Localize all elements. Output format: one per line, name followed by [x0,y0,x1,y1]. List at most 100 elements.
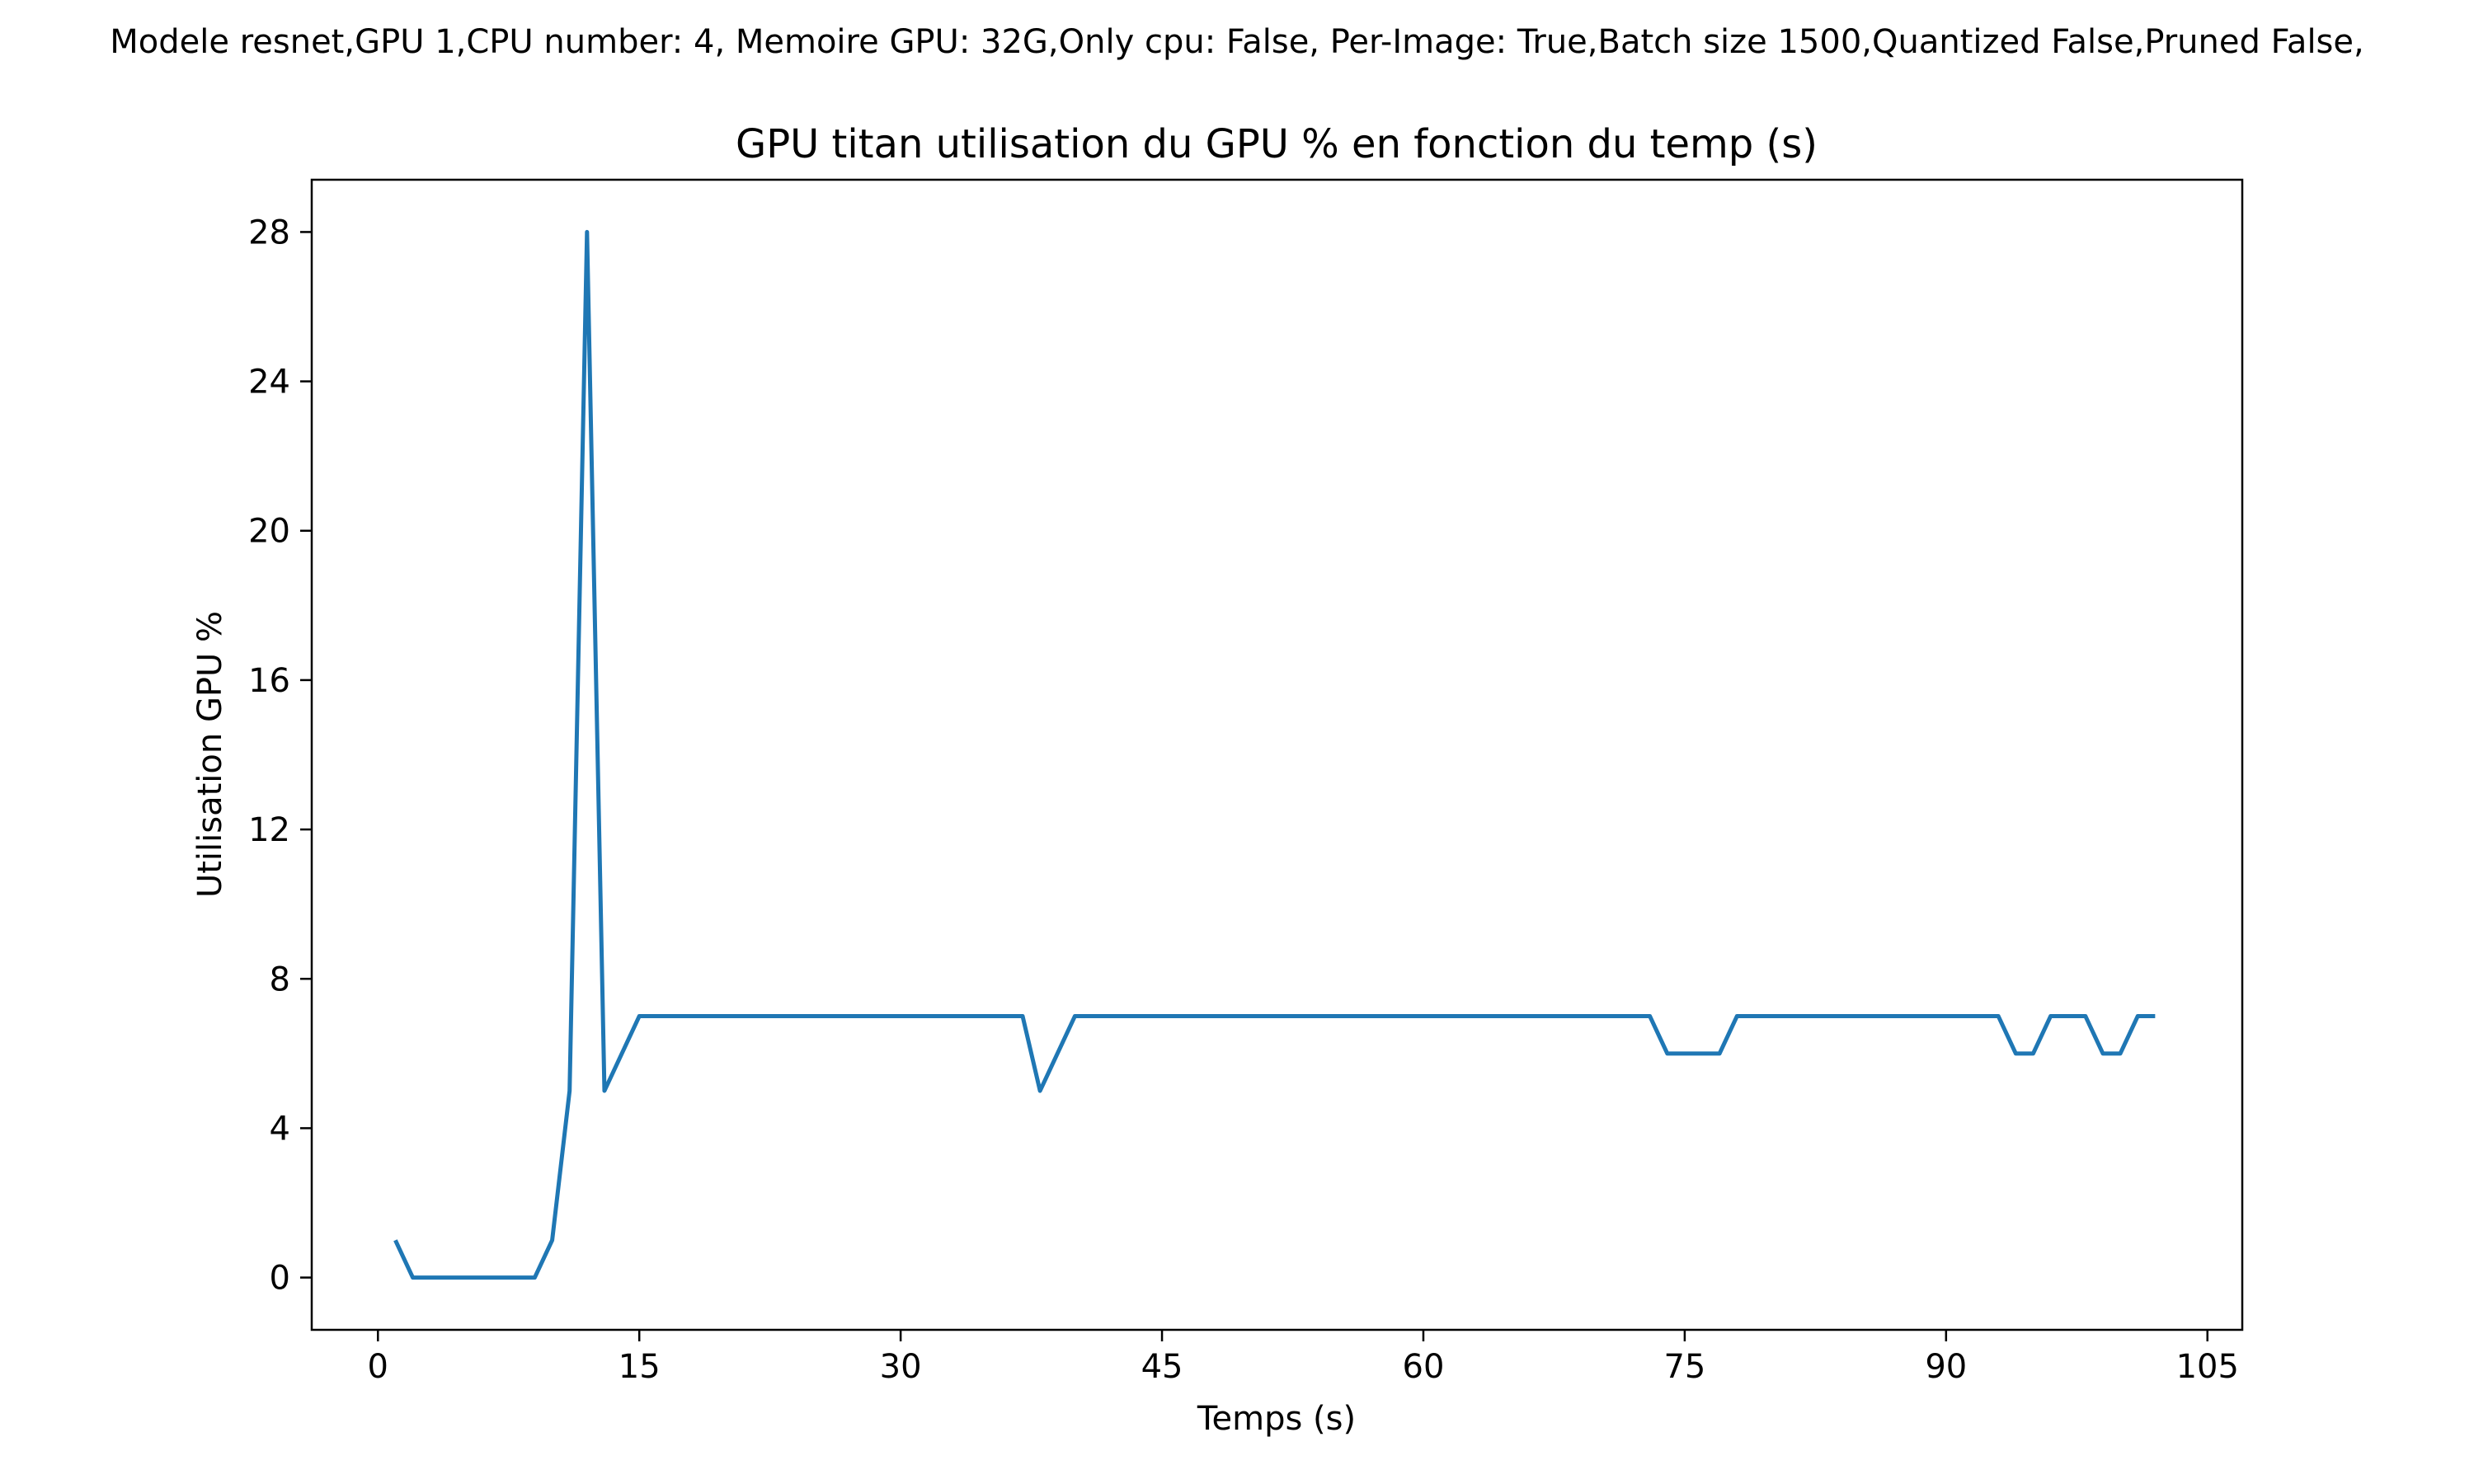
y-tick-label: 12 [248,811,290,849]
data-point [1334,1014,1338,1018]
data-point [916,1014,920,1018]
data-point [1247,1014,1251,1018]
data-point [1456,1014,1460,1018]
data-point [1822,1014,1826,1018]
data-point [445,1275,449,1280]
data-point [428,1275,432,1280]
data-point [689,1014,694,1018]
series-layer [393,229,2156,1280]
data-point [1613,1014,1617,1018]
data-point [637,1014,642,1018]
data-point [1404,1014,1408,1018]
data-point [1979,1014,1983,1018]
data-point [463,1275,467,1280]
x-axis: 0 15 30 45 60 75 90 105 [368,1330,2239,1386]
data-point [1160,1014,1164,1018]
series-line [393,229,2156,1280]
data-point [1073,1014,1077,1018]
data-point [515,1275,520,1280]
data-point [1125,1014,1129,1018]
data-point [1195,1014,1199,1018]
data-point [1596,1014,1600,1018]
data-point [1804,1014,1808,1018]
data-point [1142,1014,1146,1018]
data-point [1526,1014,1530,1018]
data-point [1491,1014,1495,1018]
x-axis-label: Temps (s) [1197,1400,1356,1438]
data-point [1665,1051,1669,1055]
data-point [1892,1014,1896,1018]
data-point [1874,1014,1879,1018]
x-tick-label: 15 [618,1348,661,1386]
data-point [602,1089,606,1093]
data-point [393,1238,397,1242]
x-tick-label: 0 [368,1348,388,1386]
data-point [1770,1014,1774,1018]
data-point [882,1014,886,1018]
data-point [829,1014,833,1018]
data-point [1056,1051,1060,1055]
data-point [1578,1014,1583,1018]
data-point [1474,1014,1478,1018]
data-point [1508,1014,1512,1018]
y-tick-label: 4 [270,1110,290,1148]
data-point [1021,1014,1025,1018]
data-point [741,1014,745,1018]
data-point [1700,1051,1705,1055]
data-point [760,1014,764,1018]
y-tick-label: 8 [270,960,290,998]
data-point [585,230,589,234]
x-tick-label: 105 [2176,1348,2239,1386]
data-point [1264,1014,1268,1018]
y-axis-label: Utilisation GPU % [191,611,229,898]
data-point [1090,1014,1094,1018]
data-point [1926,1014,1931,1018]
data-point [1909,1014,1913,1018]
data-point [1997,1014,2001,1018]
data-point [2100,1051,2105,1055]
data-point [2119,1051,2123,1055]
figure-suptitle: Modele resnet,GPU 1,CPU number: 4, Memoi… [110,23,2364,61]
y-tick-label: 0 [270,1260,290,1298]
data-point [2031,1051,2035,1055]
data-point [1178,1014,1182,1018]
data-point [655,1014,659,1018]
x-tick-label: 30 [880,1348,922,1386]
data-point [1787,1014,1791,1018]
chart-title: GPU titan utilisation du GPU % en foncti… [736,121,1818,167]
data-point [794,1014,798,1018]
data-point [1282,1014,1286,1018]
data-point [672,1014,676,1018]
data-point [1038,1089,1042,1093]
data-point [1630,1014,1634,1018]
x-tick-label: 45 [1141,1348,1183,1386]
data-point [1735,1014,1739,1018]
data-point [863,1014,868,1018]
data-point [498,1275,502,1280]
data-point [1857,1014,1861,1018]
data-point [985,1014,990,1018]
data-point [1003,1014,1007,1018]
data-point [724,1014,728,1018]
data-point [951,1014,955,1018]
data-point [1300,1014,1304,1018]
data-point [1439,1014,1443,1018]
data-point [567,1089,571,1093]
data-point [1421,1014,1425,1018]
data-point [1944,1014,1948,1018]
data-point [1648,1014,1652,1018]
data-point [481,1275,485,1280]
data-point [2014,1051,2018,1055]
data-point [2066,1014,2070,1018]
data-point [1230,1014,1234,1018]
data-point [1352,1014,1356,1018]
data-point [1543,1014,1547,1018]
y-tick-label: 20 [248,513,290,551]
y-tick-label: 24 [248,364,290,402]
data-point [899,1014,903,1018]
data-point [411,1275,415,1280]
data-point [550,1238,554,1242]
x-tick-label: 90 [1925,1348,1967,1386]
data-point [777,1014,781,1018]
